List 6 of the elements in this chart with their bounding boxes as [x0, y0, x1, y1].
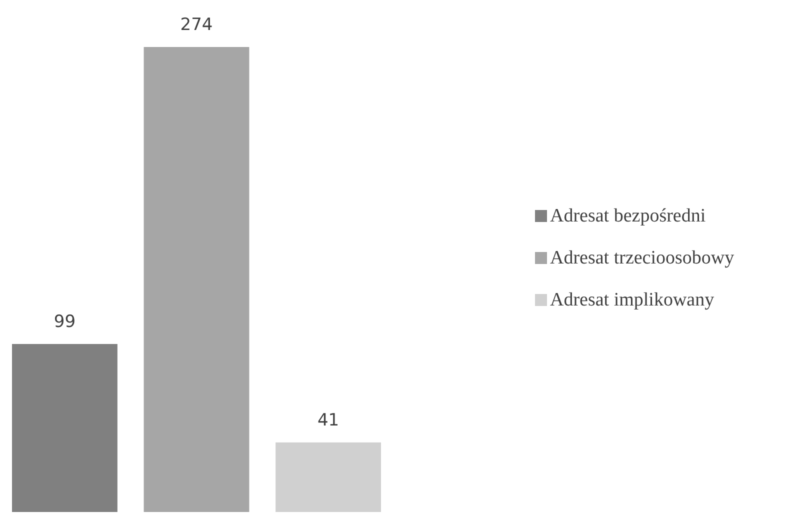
legend-label: Adresat bezpośredni: [550, 205, 706, 226]
legend-label: Adresat trzecioosobowy: [550, 247, 735, 268]
data-label: 41: [317, 410, 340, 430]
legend-label: Adresat implikowany: [550, 289, 715, 310]
data-label: 274: [180, 15, 213, 35]
data-label: 99: [54, 312, 76, 332]
